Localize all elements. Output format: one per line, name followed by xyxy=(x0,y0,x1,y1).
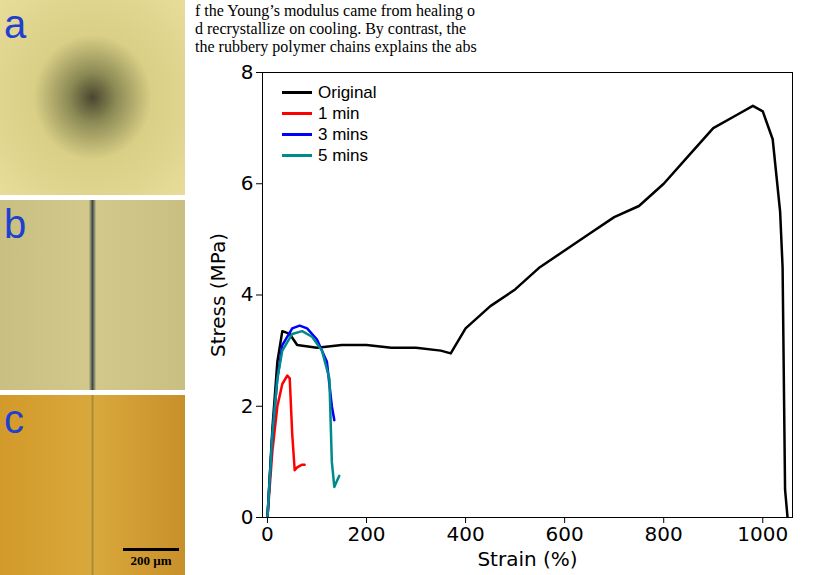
svg-text:8: 8 xyxy=(241,60,254,84)
html-text:a: a xyxy=(4,2,27,46)
svg-text:1000: 1000 xyxy=(737,522,788,546)
html-text:3 mins: 3 mins xyxy=(318,124,369,144)
svg-text:400: 400 xyxy=(446,522,484,546)
svg-text:4: 4 xyxy=(241,282,254,306)
html-text:Original: Original xyxy=(318,82,377,102)
html-text:5 mins: 5 mins xyxy=(318,145,369,165)
svg-text:0: 0 xyxy=(261,522,274,546)
html-text:1 min: 1 min xyxy=(318,103,360,123)
svg-text:6: 6 xyxy=(241,171,254,195)
html-text:d recrystallize on cooling. By: d recrystallize on cooling. By contrast,… xyxy=(195,20,466,37)
svg-text:200: 200 xyxy=(347,522,385,546)
html-text:f the Young’s modulus came fro: f the Young’s modulus came from healing … xyxy=(195,2,475,19)
html-text:200 µm: 200 µm xyxy=(130,553,172,568)
svg-text:Strain (%): Strain (%) xyxy=(477,547,577,571)
html-text:the rubbery polymer chains exp: the rubbery polymer chains explains the … xyxy=(195,38,477,55)
html-text:b: b xyxy=(4,202,27,246)
svg-text:0: 0 xyxy=(241,505,254,529)
svg-text:800: 800 xyxy=(645,522,683,546)
svg-text:Stress (MPa): Stress (MPa) xyxy=(206,233,230,357)
svg-text:600: 600 xyxy=(546,522,584,546)
html-text:c: c xyxy=(4,397,24,441)
svg-text:2: 2 xyxy=(241,394,254,418)
